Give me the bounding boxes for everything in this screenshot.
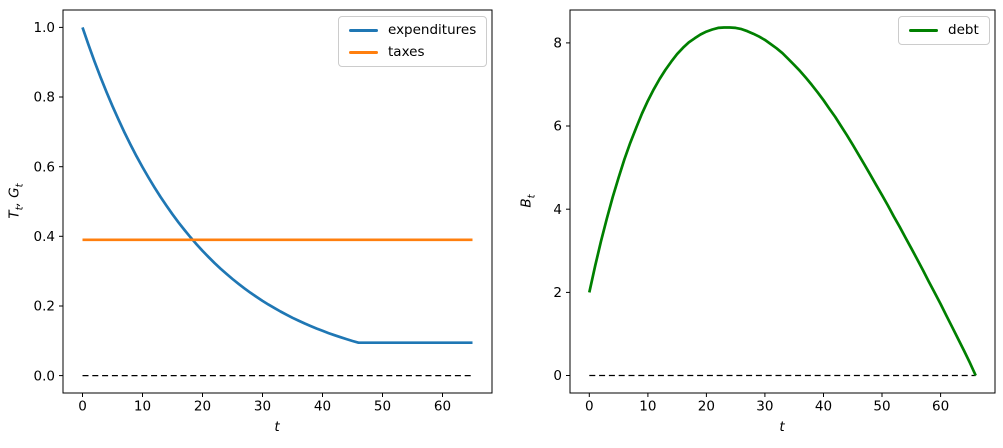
x-tick-label: 30 [254,399,271,415]
y-tick-label: 0.8 [34,90,55,106]
x-tick-label: 0 [585,399,594,415]
x-tick-label: 20 [194,399,211,415]
x-tick-label: 60 [434,399,451,415]
debt-legend: debt [898,16,990,45]
expenditures-line-swatch [349,28,378,32]
debt-line-swatch [909,28,938,32]
x-tick-label: 20 [698,399,715,415]
fiscal-y-axis-label: Tt, Gt [6,183,26,219]
debt-plot-canvas: 0 10 20 30 40 50 60 0 2 4 6 8 [553,9,996,415]
expenditures-line [81,26,473,345]
fiscal-x-axis-label: t [274,419,280,435]
y-tick-label: 0.2 [34,299,55,315]
x-tick-label: 30 [756,399,773,415]
legend-entry-taxes: taxes [349,43,476,60]
y-tick-label: 2 [553,285,562,301]
fiscal-plot-canvas: 0 10 20 30 40 50 60 0.0 0.2 0.4 0.6 0.8 1.0 [34,9,493,415]
debt-x-axis-label: t [779,419,785,435]
x-tick-label: 0 [78,399,87,415]
debt-y-axis-label: Bt [518,194,538,208]
y-tick-label: 0.6 [34,159,55,175]
legend-label-expenditures: expenditures [388,22,477,38]
legend-entry-debt: debt [909,23,979,38]
y-tick-label: 0.4 [34,229,55,245]
x-tick-label: 10 [134,399,151,415]
fiscal-legend: expenditures taxes [338,16,488,67]
x-tick-label: 50 [873,399,890,415]
y-tick-label: 8 [553,36,562,52]
debt-line [587,26,977,377]
y-tick-label: 0 [553,368,562,384]
axes-frame [569,9,996,394]
x-tick-label: 50 [374,399,391,415]
x-tick-label: 40 [815,399,832,415]
y-tick-label: 0.0 [34,368,55,384]
x-tick-label: 60 [932,399,949,415]
axes-frame [62,9,493,394]
x-tick-label: 10 [639,399,656,415]
y-tick-label: 1.0 [34,20,55,36]
legend-label-debt: debt [948,22,979,38]
x-tick-label: 40 [314,399,331,415]
taxes-line-swatch [349,50,378,54]
legend-label-taxes: taxes [388,43,425,60]
legend-entry-expenditures: expenditures [349,23,476,38]
y-tick-label: 6 [553,119,562,135]
y-tick-label: 4 [553,202,562,218]
